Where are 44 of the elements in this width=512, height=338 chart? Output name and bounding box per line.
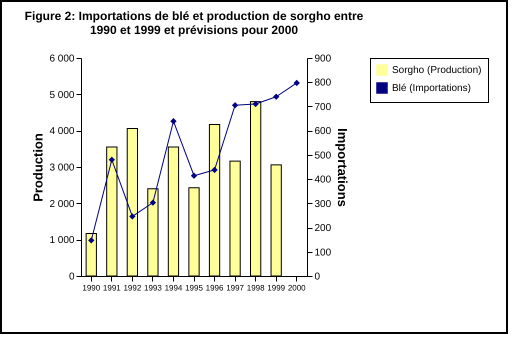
x-tick-label: 1992 bbox=[123, 284, 142, 292]
point bbox=[232, 102, 238, 108]
point bbox=[294, 80, 300, 86]
y-tick-label: 3 000 bbox=[49, 162, 75, 174]
point bbox=[252, 100, 259, 108]
y2-tick-label: 200 bbox=[314, 223, 332, 234]
legend-label: Blé (Importations) bbox=[392, 83, 471, 94]
y2-tick-label: 100 bbox=[314, 247, 332, 258]
point bbox=[129, 213, 136, 220]
y2-tick-label: 600 bbox=[314, 126, 332, 138]
x-tick-label: 2000 bbox=[288, 284, 306, 292]
y2-tick-label: 0 bbox=[314, 272, 320, 282]
point bbox=[150, 199, 156, 206]
y2-tick-label: 500 bbox=[314, 150, 332, 162]
x-tick-label: 1996 bbox=[206, 284, 224, 292]
x-tick-label: 1991 bbox=[102, 284, 122, 292]
y-axis-title: Production bbox=[30, 133, 46, 202]
x-tick-label: 1998 bbox=[246, 284, 266, 292]
y2-tick-label: 900 bbox=[314, 54, 332, 64]
y-tick-label: 2 000 bbox=[49, 198, 75, 210]
y-tick-label: 1 000 bbox=[49, 235, 75, 246]
y-tick-label: 0 bbox=[68, 272, 75, 282]
point bbox=[190, 172, 198, 179]
y2-axis-title: Importations bbox=[335, 128, 350, 207]
y2-tick-label: 700 bbox=[314, 102, 332, 113]
point bbox=[170, 118, 177, 124]
legend-label: Sorgho (Production) bbox=[392, 65, 482, 76]
point bbox=[88, 237, 94, 244]
y-tick-label: 6 000 bbox=[49, 54, 75, 64]
y2-tick-label: 300 bbox=[314, 198, 332, 210]
chart-title: Figure 2: Importations de blé et production de sorgho entre 1990 et 1999 et prévisions pour 2000 bbox=[24, 9, 364, 37]
y-tick-label: 4 000 bbox=[49, 126, 75, 138]
x-tick-label: 1999 bbox=[267, 284, 286, 292]
x-tick-label: 1993 bbox=[144, 284, 162, 292]
y2-tick-label: 800 bbox=[314, 78, 332, 89]
x-tick-label: 1990 bbox=[82, 284, 101, 292]
point bbox=[108, 156, 115, 163]
x-tick-label: 1995 bbox=[185, 284, 204, 292]
point bbox=[211, 166, 218, 174]
y2-tick-label: 400 bbox=[314, 174, 332, 186]
x-tick-label: 1997 bbox=[226, 284, 245, 292]
x-tick-label: 1994 bbox=[164, 284, 183, 292]
point bbox=[273, 94, 280, 100]
y-tick-label: 5 000 bbox=[49, 90, 75, 101]
